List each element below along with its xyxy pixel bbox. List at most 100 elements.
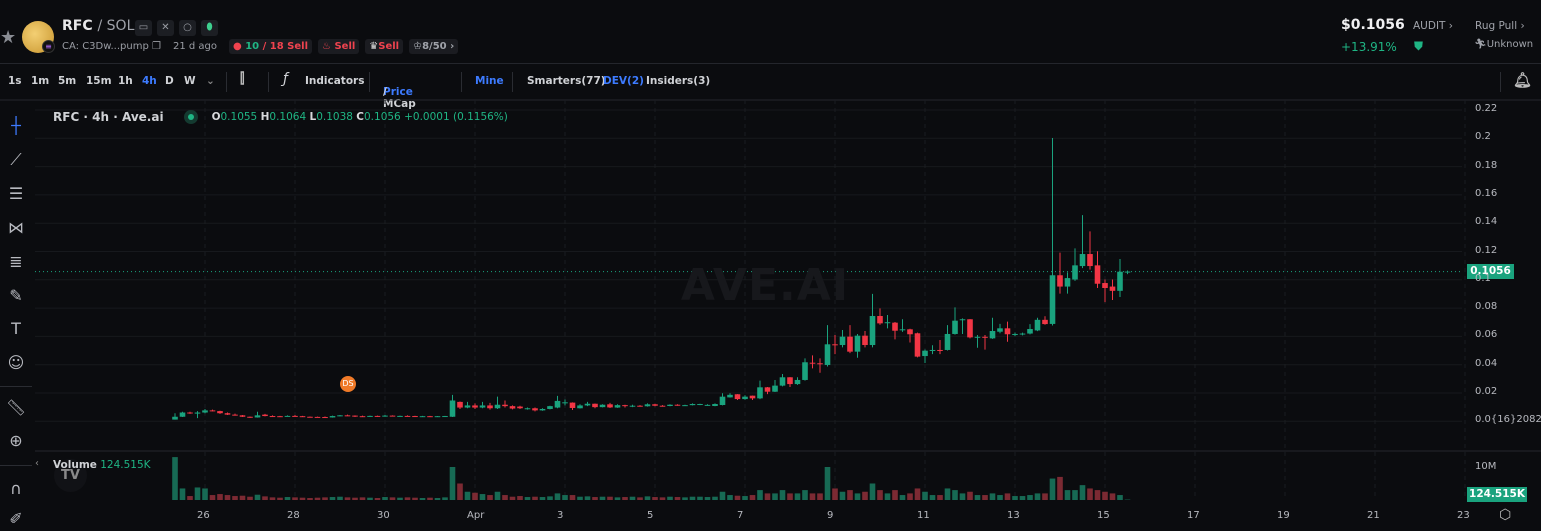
smarters-button[interactable]: Smarters(77) xyxy=(527,75,606,87)
candle-body xyxy=(1004,328,1011,335)
candle-body xyxy=(509,406,516,409)
buy-count: 10 xyxy=(245,41,260,52)
token-age: 21 d ago xyxy=(172,41,217,52)
interval-15m[interactable]: 15m xyxy=(86,75,112,87)
volume-bar xyxy=(592,497,598,500)
interval-d[interactable]: D xyxy=(165,75,174,87)
pill-icon[interactable]: ⬮ xyxy=(201,20,218,36)
visibility-icon[interactable] xyxy=(183,110,198,124)
mcap-option[interactable]: / MCap xyxy=(383,86,416,110)
mine-button[interactable]: Mine xyxy=(475,75,504,87)
volume-bar xyxy=(779,490,786,500)
price-option[interactable]: Price xyxy=(383,86,413,98)
volume-bar xyxy=(689,496,696,500)
interval-w[interactable]: W xyxy=(184,75,196,87)
volume-bar xyxy=(1012,496,1018,500)
volume-bar xyxy=(509,496,516,500)
divider xyxy=(461,72,462,92)
function-icon[interactable]: ƒ xyxy=(283,71,288,87)
fib-icon[interactable]: ≣ xyxy=(9,252,23,271)
insiders-button[interactable]: Insiders(3) xyxy=(646,75,711,87)
website-icon[interactable]: ▭ xyxy=(135,20,152,36)
chef-sell-badge[interactable]: ♛Sell xyxy=(365,39,404,54)
ds-marker[interactable]: DS xyxy=(340,376,356,392)
interval-5m[interactable]: 5m xyxy=(58,75,77,87)
candle-body xyxy=(989,331,996,339)
crosshair-icon[interactable]: ┼ xyxy=(11,116,21,135)
emoji-icon[interactable]: ☺ xyxy=(7,353,25,372)
candlestick-icon[interactable]: ⫿ xyxy=(240,71,245,87)
candle-body xyxy=(389,415,396,417)
candle-body xyxy=(914,333,921,357)
candle-body xyxy=(854,335,861,352)
pattern-icon[interactable]: ⋈ xyxy=(8,218,24,237)
parallel-lines-icon[interactable]: ☰ xyxy=(8,184,24,203)
interval-1h[interactable]: 1h xyxy=(118,75,133,87)
volume-bar xyxy=(839,491,846,500)
divider xyxy=(369,72,370,92)
candle-body xyxy=(1064,278,1071,287)
holders-badge[interactable]: ♔8/50 › xyxy=(409,39,459,54)
audit-link[interactable]: AUDIT › xyxy=(1413,20,1454,32)
rug-status: 🏃︎Unknown xyxy=(1474,39,1533,50)
divider xyxy=(1500,72,1501,92)
candle-body xyxy=(322,417,328,419)
volume-bar xyxy=(719,491,726,500)
candle-body xyxy=(262,414,268,417)
candle-body xyxy=(1049,275,1056,324)
divider xyxy=(0,386,32,387)
volume-bar xyxy=(614,497,621,500)
volume-bar xyxy=(1087,488,1093,500)
crown-icon: ♔ xyxy=(413,41,423,52)
text-icon[interactable]: T xyxy=(11,319,21,338)
volume-bar xyxy=(637,497,643,500)
chevron-down-icon[interactable]: ⌄ xyxy=(206,75,215,87)
search-icon[interactable]: ○ xyxy=(179,20,196,36)
indicators-button[interactable]: Indicators xyxy=(305,75,365,87)
interval-1s[interactable]: 1s xyxy=(8,75,22,87)
lock-pencil-icon[interactable]: ✐ xyxy=(9,509,23,528)
candle-body xyxy=(299,416,306,418)
holders-count: 8/50 xyxy=(422,41,447,52)
settings-icon[interactable]: ⬡ xyxy=(1499,507,1512,523)
chef-sell-label: Sell xyxy=(378,41,400,52)
candle-body xyxy=(1042,319,1048,325)
divider xyxy=(268,72,269,92)
candle-body xyxy=(562,402,568,404)
candle-body xyxy=(517,406,523,409)
dev-button[interactable]: DEV(2) xyxy=(603,75,644,87)
price-tick-label: 0.1 xyxy=(1475,272,1491,284)
zoom-in-icon[interactable]: ⊕ xyxy=(9,431,23,450)
candle-body xyxy=(727,394,733,398)
bell-icon[interactable]: 🔔︎ xyxy=(1513,71,1533,89)
candle-body xyxy=(809,362,816,364)
star-icon[interactable]: ★ xyxy=(0,27,17,48)
x-icon[interactable]: ✕ xyxy=(157,20,174,36)
volume-bar xyxy=(674,497,681,500)
candle-body xyxy=(959,319,966,321)
volume-bar xyxy=(772,493,778,500)
brush-icon[interactable]: ✎ xyxy=(9,286,23,305)
candle-body xyxy=(937,349,943,351)
copy-icon[interactable]: ❐ xyxy=(152,41,161,52)
dev-sell-badge[interactable]: ♨ Sell xyxy=(318,39,360,54)
volume-bar xyxy=(944,488,951,500)
volume-bar xyxy=(794,493,801,500)
candle-body xyxy=(1124,271,1131,273)
candle-body xyxy=(442,416,448,418)
ruler-icon[interactable]: 📏︎ xyxy=(5,398,27,417)
volume-bar xyxy=(914,488,921,500)
rug-pull-link[interactable]: Rug Pull › xyxy=(1475,20,1525,32)
magnet-icon[interactable]: ∩ xyxy=(10,479,22,498)
buy-sell-badge[interactable]: ● 10 / 18 Sell xyxy=(229,39,312,54)
trend-line-icon[interactable]: ⟋ xyxy=(10,150,22,169)
interval-4h[interactable]: 4h xyxy=(142,75,157,87)
candle-body xyxy=(667,404,673,407)
date-tick-label: 5 xyxy=(647,510,654,521)
collapse-icon[interactable]: ‹ xyxy=(35,458,39,469)
legend-change: +0.0001 (0.1156%) xyxy=(404,111,508,123)
token-meta: CA: C3Dw...pump ❐ 21 d ago ● 10 / 18 Sel… xyxy=(62,39,459,54)
interval-1m[interactable]: 1m xyxy=(31,75,50,87)
candle-body xyxy=(757,387,763,399)
